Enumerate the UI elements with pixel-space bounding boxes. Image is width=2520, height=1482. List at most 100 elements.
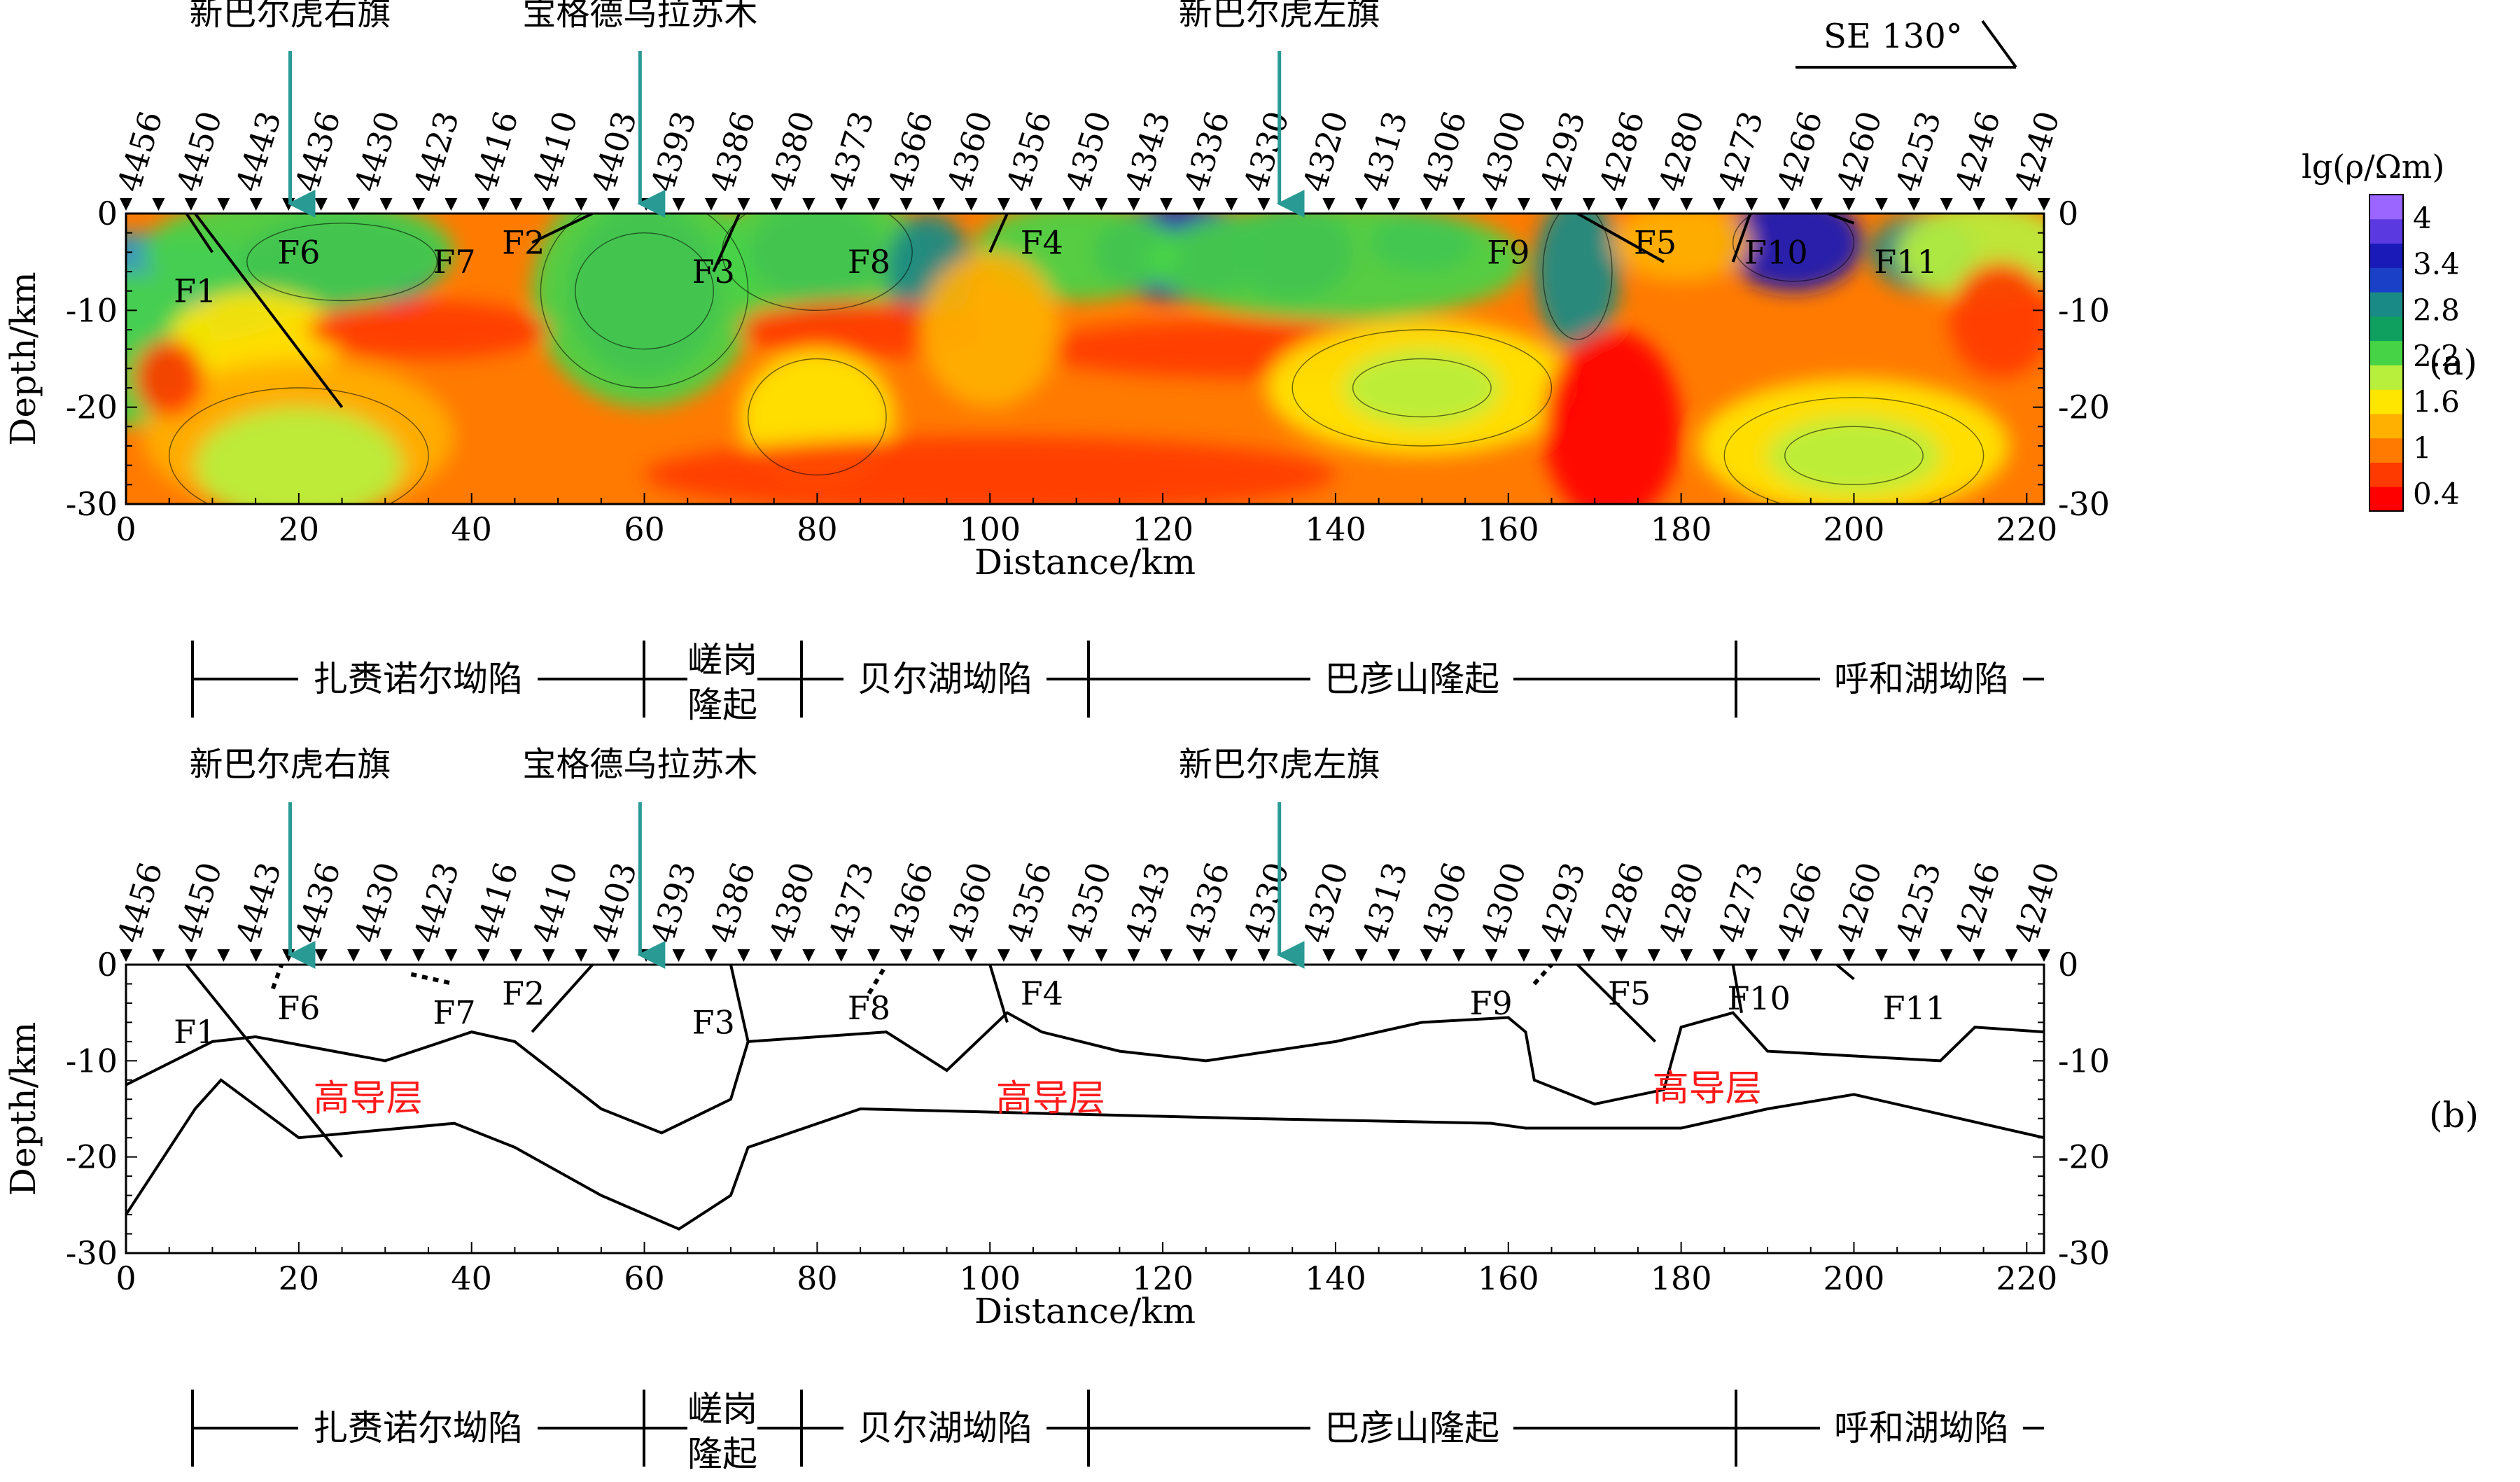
station-marker	[1095, 198, 1108, 211]
station-label: 4423	[406, 106, 466, 196]
station-label: 4356	[999, 106, 1059, 196]
y-tick-label-left: -10	[66, 291, 118, 329]
station-label: 4300	[1474, 858, 1534, 947]
station-label: 4373	[821, 106, 881, 196]
resistivity-anomaly	[532, 214, 757, 407]
station-marker	[1582, 949, 1595, 962]
station-marker	[1322, 198, 1336, 211]
station-label: 4266	[1770, 106, 1830, 196]
station-label: 4450	[169, 106, 230, 196]
station-marker	[1907, 949, 1921, 962]
station-label: 4246	[1947, 106, 2008, 196]
station-label: 4280	[1651, 858, 1712, 947]
station-label: 4246	[1947, 858, 2008, 947]
y-tick-label-right: -10	[2058, 291, 2110, 329]
station-label: 4380	[762, 106, 822, 196]
colorbar-label: 2.2	[2413, 339, 2460, 373]
fault-line	[1827, 212, 1855, 225]
station-label: 4456	[110, 106, 170, 196]
station-label: 4313	[1354, 858, 1415, 947]
station-marker	[1354, 198, 1368, 211]
station-label: 4253	[1889, 858, 1949, 947]
fault-label: F3	[692, 253, 735, 291]
station-label: 4416	[465, 106, 526, 196]
colorbar-label: 4	[2413, 201, 2432, 235]
panel-b-axes: 0 20 40 60 80 100 120 140 160 180 200 220 0 0 -10 -10 -2…	[3, 745, 2479, 1331]
station-label: 4443	[228, 106, 288, 196]
fault-label: F1	[174, 272, 216, 310]
station-marker	[1387, 198, 1401, 211]
x-axis-label: Distance/km	[974, 542, 1196, 582]
x-tick-label: 160	[1478, 510, 1539, 548]
contour-line	[1784, 426, 1924, 486]
fault-line	[194, 212, 344, 408]
station-marker	[1680, 949, 1693, 962]
unit-label-bg	[298, 655, 538, 704]
station-marker	[1615, 198, 1628, 211]
station-marker	[1517, 949, 1530, 962]
station-label: 4343	[1118, 106, 1178, 196]
x-tick-label: 20	[279, 1259, 320, 1297]
conductor-bottom-line	[125, 1078, 2045, 1231]
x-tick-label: 100	[959, 510, 1021, 548]
station-label: 4410	[525, 106, 585, 196]
station-label: 4280	[1651, 106, 1712, 196]
station-marker	[444, 198, 458, 211]
unit-label: 呼和湖坳陷	[1834, 1408, 2009, 1448]
station-marker	[1875, 198, 1888, 211]
resistivity-anomalies	[126, 214, 2044, 504]
station-marker	[802, 949, 816, 962]
fault-label: F9	[1469, 984, 1512, 1022]
y-tick-label-left: 0	[97, 195, 118, 232]
x-tick-label: 180	[1651, 510, 1712, 548]
unit-label: 贝尔湖坳陷	[858, 1408, 1032, 1448]
town-label: 宝格德乌拉苏木	[522, 745, 757, 784]
fault-line	[185, 963, 344, 1158]
station-marker	[672, 949, 685, 962]
station-label: 4366	[881, 858, 941, 947]
unit-label-bg	[687, 630, 757, 728]
station-marker	[1745, 198, 1758, 211]
station-label: 4260	[1829, 106, 1889, 196]
town-label: 宝格德乌拉苏木	[522, 0, 757, 33]
station-label: 4360	[940, 858, 1000, 947]
station-marker	[607, 949, 620, 962]
colorbar-swatch	[2370, 365, 2403, 390]
station-marker	[575, 198, 588, 211]
station-marker	[1354, 949, 1368, 962]
station-marker	[1973, 949, 1986, 962]
conductive-layer-label: 高导层	[1653, 1068, 1762, 1110]
resistivity-anomaly	[713, 214, 921, 321]
x-tick-label: 80	[797, 1259, 838, 1297]
unit-label-line2: 隆起	[687, 685, 757, 725]
unit-label: 巴彦山隆起	[1324, 1408, 1499, 1448]
station-marker	[2038, 198, 2050, 211]
x-tick-label: 0	[115, 510, 136, 548]
station-marker	[899, 198, 913, 211]
station-label: 4430	[347, 858, 407, 947]
faults-b	[185, 963, 1855, 1158]
station-marker	[347, 949, 360, 962]
x-tick-label: 140	[1305, 510, 1366, 548]
x-tick-label: 100	[959, 1259, 1021, 1297]
station-marker	[379, 198, 393, 211]
fault-line	[712, 213, 741, 272]
station-label: 4456	[110, 858, 170, 947]
colorbar-label: 0.4	[2413, 477, 2460, 511]
station-marker	[1550, 949, 1563, 962]
x-tick-label: 60	[624, 510, 665, 548]
station-label: 4330	[1236, 106, 1296, 196]
station-marker	[1615, 949, 1628, 962]
contour-line	[1732, 214, 1855, 282]
fault-line	[1576, 963, 1657, 1043]
resistivity-anomaly	[644, 436, 1336, 504]
station-marker	[314, 949, 328, 962]
x-tick-label: 120	[1132, 1259, 1194, 1297]
station-label: 4436	[288, 858, 348, 947]
colorbar-label: 3.4	[2413, 247, 2460, 281]
x-axis-label: Distance/km	[974, 1291, 1196, 1331]
station-marker	[1452, 949, 1466, 962]
unit-label-line1: 嵯岗	[687, 640, 757, 680]
station-label: 4450	[169, 858, 230, 947]
